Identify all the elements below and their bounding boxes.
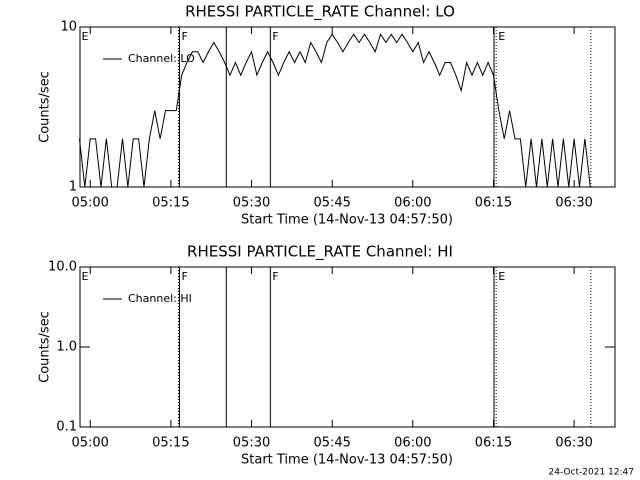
y-tick-label: 10 bbox=[60, 20, 77, 35]
event-flag: F bbox=[182, 30, 188, 43]
event-flag: E bbox=[498, 30, 505, 43]
legend-label: Channel: LO bbox=[128, 52, 195, 65]
x-tick-label: 05:15 bbox=[152, 436, 189, 451]
y-tick-label: 10.0 bbox=[48, 260, 77, 275]
y-axis-label: Counts/sec bbox=[38, 311, 53, 383]
plot-frame bbox=[79, 26, 616, 188]
x-tick-label: 05:45 bbox=[313, 196, 350, 211]
event-flag: F bbox=[272, 270, 278, 283]
x-axis-label: Start Time (14-Nov-13 04:57:50) bbox=[241, 213, 453, 228]
series-line bbox=[78, 33, 591, 188]
x-axis-label: Start Time (14-Nov-13 04:57:50) bbox=[241, 453, 453, 468]
x-tick-label: 06:15 bbox=[475, 436, 512, 451]
event-flag: F bbox=[182, 270, 188, 283]
x-tick-label: 05:30 bbox=[233, 436, 270, 451]
x-tick-label: 06:30 bbox=[555, 196, 592, 211]
x-tick-label: 06:15 bbox=[475, 196, 512, 211]
x-tick-label: 06:30 bbox=[555, 436, 592, 451]
chart-title: RHESSI PARTICLE_RATE Channel: HI bbox=[187, 243, 453, 262]
y-tick-label: 1.0 bbox=[56, 340, 77, 355]
y-axis-label: Counts/sec bbox=[38, 71, 53, 143]
x-tick-label: 05:15 bbox=[152, 196, 189, 211]
chart-title: RHESSI PARTICLE_RATE Channel: LO bbox=[185, 3, 455, 22]
event-flag: E bbox=[498, 270, 505, 283]
x-tick-label: 06:00 bbox=[394, 196, 431, 211]
x-tick-label: 06:00 bbox=[394, 436, 431, 451]
event-flag: F bbox=[272, 30, 278, 43]
x-tick-label: 05:00 bbox=[71, 436, 108, 451]
y-tick-label: 1 bbox=[69, 180, 77, 195]
footer: 24-Oct-2021 12:47 bbox=[549, 468, 634, 478]
y-tick-label: 0.1 bbox=[56, 420, 77, 435]
x-tick-label: 05:30 bbox=[233, 196, 270, 211]
event-flag: E bbox=[82, 270, 89, 283]
legend-label: Channel: HI bbox=[128, 292, 192, 305]
x-tick-label: 05:45 bbox=[313, 436, 350, 451]
x-tick-label: 05:00 bbox=[71, 196, 108, 211]
event-flag: E bbox=[82, 30, 89, 43]
